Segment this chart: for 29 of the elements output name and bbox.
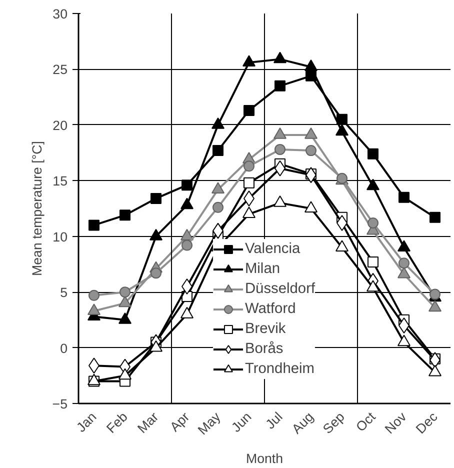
x-tick-label: Oct bbox=[353, 408, 379, 434]
x-tick-label: Jul bbox=[262, 409, 286, 432]
x-tick-label: Sep bbox=[320, 409, 348, 437]
x-axis-title: Month bbox=[246, 450, 284, 466]
x-tick-label: Feb bbox=[103, 409, 130, 436]
y-tick-label: 5 bbox=[60, 285, 68, 300]
x-tick-label: Jan bbox=[74, 409, 100, 435]
y-tick-label: −5 bbox=[52, 396, 68, 412]
y-tick-label: 10 bbox=[52, 229, 68, 244]
y-tick-label: 15 bbox=[52, 174, 68, 189]
y-tick-label: 0 bbox=[60, 340, 68, 356]
y-axis-title: Mean temperature [°C] bbox=[29, 141, 44, 276]
x-tick-label: Aug bbox=[288, 409, 316, 437]
x-tick-label: Apr bbox=[167, 408, 193, 434]
x-tick-label: Mar bbox=[134, 408, 162, 436]
legend-label: Trondheim bbox=[244, 361, 314, 377]
y-tick-label: 20 bbox=[52, 118, 68, 133]
y-tick-label: 30 bbox=[52, 6, 68, 22]
legend-label: Valencia bbox=[244, 241, 300, 257]
legend-label: Düsseldorf bbox=[244, 281, 316, 297]
x-tick-label: Jun bbox=[228, 409, 254, 435]
legend-label: Milan bbox=[244, 261, 280, 277]
x-tick-label: Nov bbox=[382, 408, 410, 437]
legend-label: Watford bbox=[244, 301, 296, 317]
legend-label: Borås bbox=[244, 341, 284, 357]
x-tick-label: Dec bbox=[412, 408, 441, 437]
legend-label: Brevik bbox=[244, 321, 286, 337]
y-tick-label: 25 bbox=[52, 62, 68, 78]
x-tick-label: May bbox=[194, 408, 224, 438]
